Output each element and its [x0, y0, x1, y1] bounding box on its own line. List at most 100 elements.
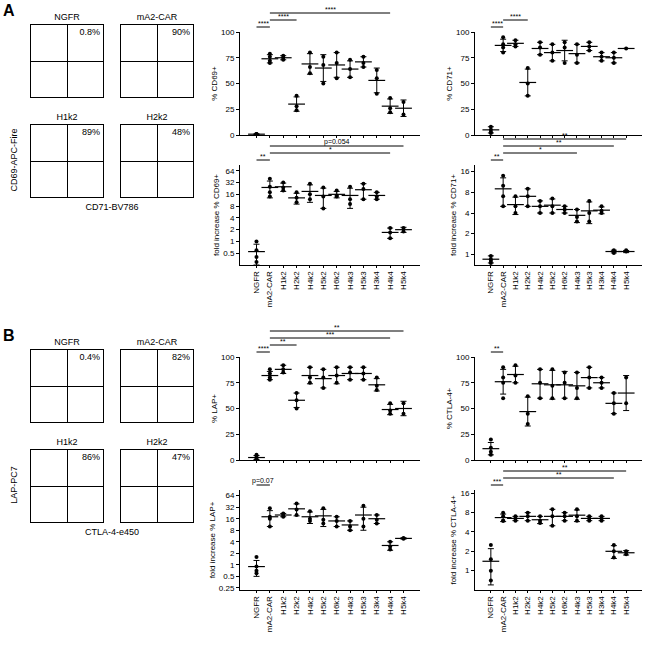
svg-text:25: 25 — [460, 105, 469, 114]
svg-text:75: 75 — [225, 379, 234, 388]
svg-text:4: 4 — [465, 209, 470, 218]
svg-text:50: 50 — [225, 79, 234, 88]
svg-text:H5k2: H5k2 — [319, 596, 328, 615]
svg-text:1: 1 — [465, 566, 470, 575]
svg-text:H4k4: H4k4 — [386, 596, 395, 615]
svg-text:25: 25 — [460, 430, 469, 439]
svg-text:50: 50 — [225, 404, 234, 413]
svg-text:H1k2: H1k2 — [279, 596, 288, 615]
svg-text:H6k2: H6k2 — [560, 271, 569, 290]
svg-text:0: 0 — [230, 131, 235, 140]
svg-text:fold increase % CD69+: fold increase % CD69+ — [212, 174, 221, 256]
svg-text:****: **** — [278, 13, 289, 20]
svg-text:H4k3: H4k3 — [573, 596, 582, 615]
svg-text:32: 32 — [225, 178, 234, 187]
svg-text:H5k2: H5k2 — [548, 596, 557, 615]
svg-text:**: ** — [556, 471, 562, 478]
svg-text:**: ** — [562, 464, 568, 471]
svg-text:**: ** — [562, 132, 568, 139]
svg-text:H5k3: H5k3 — [585, 271, 594, 290]
svg-text:**: ** — [334, 324, 340, 331]
svg-text:H5k3: H5k3 — [359, 271, 368, 290]
svg-text:32: 32 — [225, 503, 234, 512]
svg-text:***: *** — [326, 331, 334, 338]
svg-text:H5k2: H5k2 — [319, 271, 328, 290]
svg-text:**: ** — [280, 338, 286, 345]
svg-text:0: 0 — [465, 456, 470, 465]
svg-text:8: 8 — [465, 188, 470, 197]
svg-text:mA2-CAR: mA2-CAR — [499, 596, 508, 632]
svg-text:H1k2: H1k2 — [511, 596, 520, 615]
svg-text:16: 16 — [460, 489, 469, 498]
svg-text:4: 4 — [465, 528, 470, 537]
svg-text:% CTLA-4+: % CTLA-4+ — [445, 387, 454, 429]
svg-text:NGFR: NGFR — [486, 271, 495, 294]
svg-text:**: ** — [494, 345, 500, 352]
svg-text:4: 4 — [230, 214, 235, 223]
svg-text:64: 64 — [225, 491, 234, 500]
svg-text:mA2-CAR: mA2-CAR — [265, 271, 274, 307]
svg-text:H3k4: H3k4 — [597, 271, 606, 290]
svg-text:50: 50 — [460, 79, 469, 88]
svg-text:2: 2 — [465, 229, 470, 238]
svg-text:H5k3: H5k3 — [585, 596, 594, 615]
svg-text:H1k2: H1k2 — [279, 271, 288, 290]
svg-text:NGFR: NGFR — [252, 271, 261, 294]
svg-text:64: 64 — [225, 167, 234, 176]
svg-text:H4k2: H4k2 — [536, 596, 545, 615]
svg-text:0.5: 0.5 — [223, 249, 235, 258]
svg-text:H3k4: H3k4 — [372, 596, 381, 615]
svg-text:% CD71+: % CD71+ — [445, 66, 454, 101]
svg-text:H4k4: H4k4 — [386, 271, 395, 290]
svg-text:fold increase % LAP+: fold increase % LAP+ — [208, 501, 217, 578]
svg-text:H3k4: H3k4 — [597, 596, 606, 615]
svg-text:H2k2: H2k2 — [292, 271, 301, 290]
svg-text:75: 75 — [225, 54, 234, 63]
svg-text:50: 50 — [460, 404, 469, 413]
svg-text:75: 75 — [460, 379, 469, 388]
svg-text:H4k3: H4k3 — [573, 271, 582, 290]
svg-text:100: 100 — [221, 28, 235, 37]
svg-text:1: 1 — [465, 250, 470, 259]
svg-text:1: 1 — [230, 237, 235, 246]
svg-text:H5k4: H5k4 — [622, 596, 631, 615]
svg-text:****: **** — [492, 20, 503, 27]
svg-text:H2k2: H2k2 — [523, 596, 532, 615]
svg-text:100: 100 — [221, 353, 235, 362]
svg-text:**: ** — [260, 153, 266, 160]
svg-text:H5k4: H5k4 — [399, 596, 408, 615]
svg-text:H4k2: H4k2 — [536, 271, 545, 290]
svg-text:****: **** — [258, 345, 269, 352]
svg-text:8: 8 — [230, 202, 235, 211]
svg-text:****: **** — [325, 6, 336, 13]
svg-text:p=0.054: p=0.054 — [324, 138, 350, 146]
svg-text:*: * — [539, 146, 542, 153]
svg-text:25: 25 — [225, 430, 234, 439]
svg-text:8: 8 — [230, 526, 235, 535]
svg-text:2: 2 — [230, 225, 235, 234]
svg-text:p=0.07: p=0.07 — [252, 477, 274, 485]
svg-text:*: * — [329, 146, 332, 153]
svg-text:H4k4: H4k4 — [609, 596, 618, 615]
svg-text:H6k2: H6k2 — [560, 596, 569, 615]
svg-text:% LAP+: % LAP+ — [210, 394, 219, 423]
svg-text:0: 0 — [230, 456, 235, 465]
svg-text:1: 1 — [230, 561, 235, 570]
svg-text:****: **** — [510, 13, 521, 20]
svg-text:H5k4: H5k4 — [622, 271, 631, 290]
svg-text:H4k2: H4k2 — [306, 596, 315, 615]
svg-text:H4k4: H4k4 — [609, 271, 618, 290]
svg-text:H2k2: H2k2 — [292, 596, 301, 615]
svg-text:**: ** — [556, 139, 562, 146]
svg-text:fold increase % CD71+: fold increase % CD71+ — [449, 174, 458, 256]
svg-text:****: **** — [258, 20, 269, 27]
svg-text:H4k3: H4k3 — [346, 271, 355, 290]
svg-text:4: 4 — [230, 538, 235, 547]
svg-text:0.5: 0.5 — [223, 572, 235, 581]
svg-text:mA2-CAR: mA2-CAR — [499, 271, 508, 307]
svg-text:NGFR: NGFR — [252, 596, 261, 619]
svg-text:25: 25 — [225, 105, 234, 114]
svg-text:H6k2: H6k2 — [332, 271, 341, 290]
svg-text:H5k4: H5k4 — [399, 271, 408, 290]
svg-text:% CD69+: % CD69+ — [210, 66, 219, 101]
